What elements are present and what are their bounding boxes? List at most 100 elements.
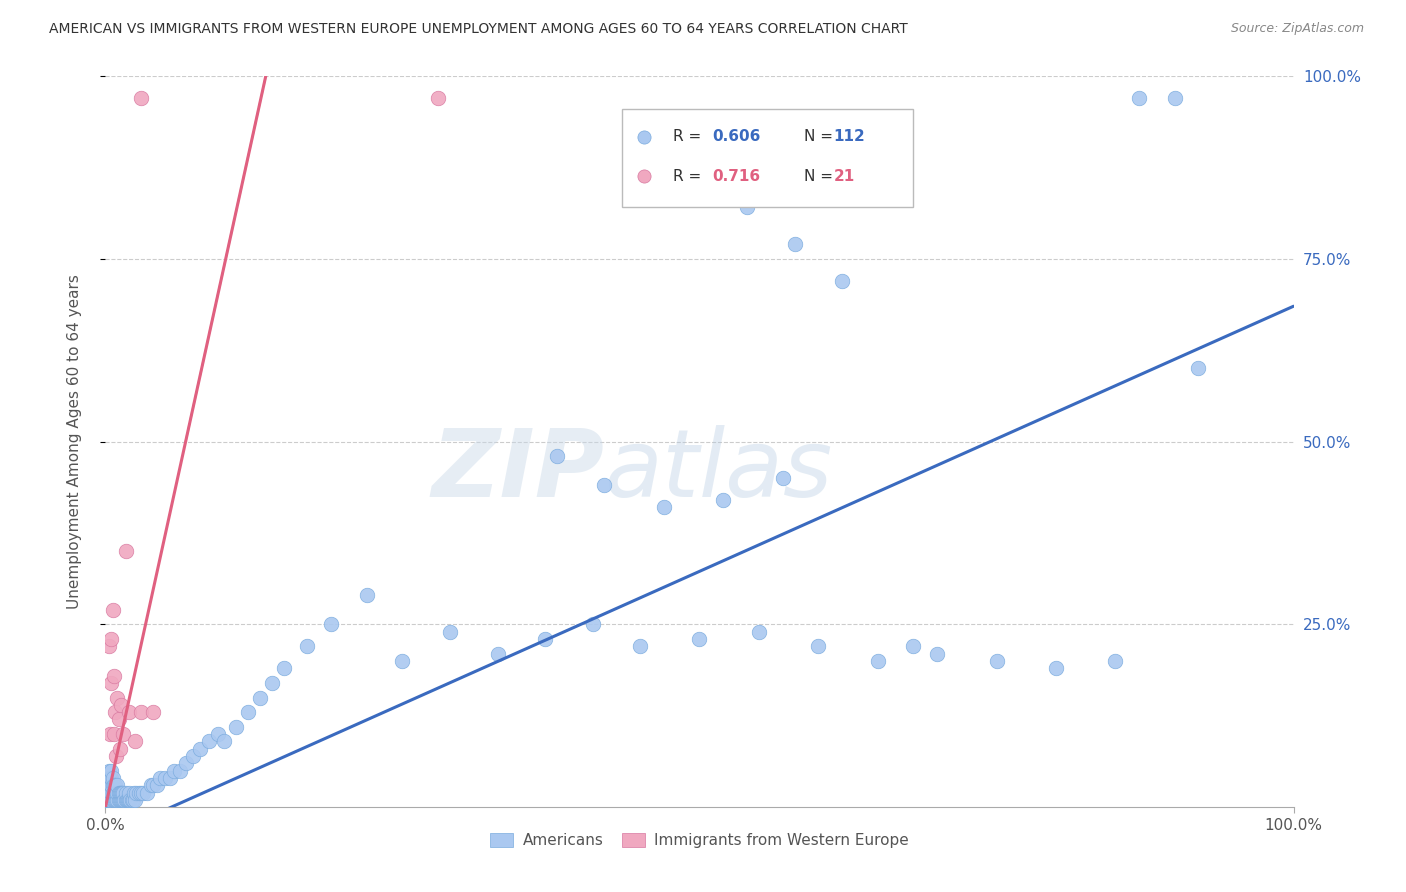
Point [866,654,889,668]
Point [169,764,191,778]
Text: N =: N = [804,129,838,144]
Point [96,786,118,800]
Point [100,778,122,792]
Point [145,778,167,792]
Point [98,727,121,741]
Point [118,793,141,807]
Point [159,771,181,785]
Point [101,786,124,800]
Point [98,786,121,800]
Point [122,786,145,800]
Point [105,749,128,764]
Point [124,793,146,807]
Point [546,449,568,463]
Point [652,500,675,515]
Text: ZIP: ZIP [432,425,605,516]
Point [105,786,128,800]
Point [105,778,128,792]
Point [98,778,121,792]
Text: 0.606: 0.606 [713,129,761,144]
Point [925,647,948,661]
Text: 0.716: 0.716 [713,169,761,184]
Point [581,617,603,632]
Point [689,164,711,178]
Point [163,764,186,778]
Text: N =: N = [804,169,838,184]
Point [124,734,146,748]
Point [103,778,125,792]
Point [118,786,141,800]
Point [111,786,134,800]
Point [190,741,212,756]
Point [129,705,152,719]
Point [273,661,295,675]
Point [98,771,121,785]
Point [108,793,131,807]
Point [118,705,141,719]
Point [125,786,148,800]
Point [98,640,121,654]
Point [104,793,127,807]
Point [633,169,655,183]
Point [114,793,136,807]
Point [748,624,770,639]
Point [105,786,128,800]
Point [107,786,129,800]
Point [115,793,138,807]
Point [105,793,128,807]
Point [103,727,125,741]
Point [110,698,132,712]
Point [807,640,830,654]
Point [98,778,121,792]
Point [534,632,557,646]
Point [112,727,135,741]
Point [183,749,205,764]
Point [98,786,121,800]
Point [101,778,124,792]
Point [117,793,139,807]
Point [174,756,197,771]
Point [486,647,509,661]
Point [142,778,165,792]
Point [735,201,758,215]
Point [100,771,122,785]
Text: Source: ZipAtlas.com: Source: ZipAtlas.com [1230,22,1364,36]
Point [129,786,152,800]
Point [783,237,806,252]
Point [139,778,162,792]
Point [633,129,655,144]
Point [1187,361,1209,376]
Point [121,793,143,807]
Legend: Americans, Immigrants from Western Europe: Americans, Immigrants from Western Europ… [484,827,915,855]
Point [107,713,129,727]
Point [249,690,271,705]
Point [103,793,125,807]
Point [98,771,121,785]
Point [114,793,136,807]
Point [101,793,124,807]
Point [121,793,143,807]
Point [114,544,136,558]
Point [711,493,734,508]
Point [100,786,122,800]
Point [112,786,135,800]
Point [111,793,134,807]
Point [207,727,229,741]
Point [97,793,120,807]
Point [903,640,925,654]
Point [98,764,121,778]
Point [105,793,128,807]
Point [103,668,125,682]
Point [439,624,461,639]
Point [986,654,1008,668]
Text: R =: R = [673,129,706,144]
Point [132,786,155,800]
Point [128,786,150,800]
Point [427,91,450,105]
Point [104,786,127,800]
Point [236,705,259,719]
Point [120,793,142,807]
Text: 112: 112 [834,129,866,144]
Point [101,771,124,785]
Point [114,786,136,800]
